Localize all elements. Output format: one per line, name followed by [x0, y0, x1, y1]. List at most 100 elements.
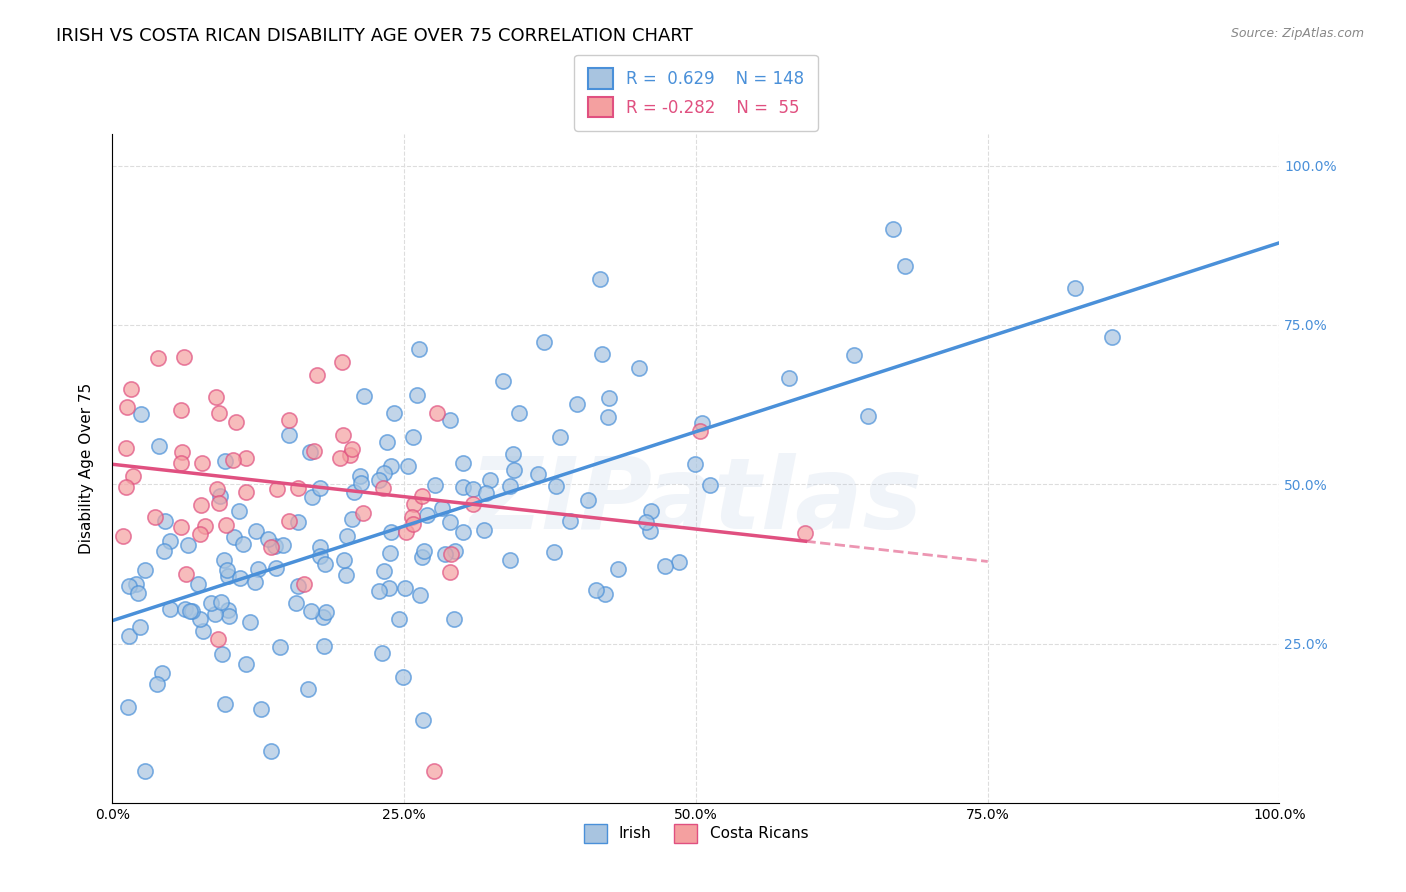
Point	[380, 458, 402, 473]
Point	[371, 481, 394, 495]
Point	[533, 334, 555, 349]
Point	[299, 604, 322, 618]
Point	[499, 479, 522, 493]
Point	[576, 493, 599, 508]
Point	[394, 581, 416, 595]
Point	[129, 407, 152, 421]
Point	[439, 515, 461, 529]
Point	[329, 450, 352, 465]
Point	[342, 511, 364, 525]
Point	[143, 509, 166, 524]
Point	[228, 571, 250, 585]
Point	[392, 670, 415, 684]
Point	[502, 447, 524, 461]
Point	[408, 588, 430, 602]
Point	[373, 565, 395, 579]
Y-axis label: Disability Age Over 75: Disability Age Over 75	[79, 383, 94, 554]
Point	[349, 468, 371, 483]
Point	[260, 540, 283, 554]
Point	[411, 549, 433, 564]
Point	[190, 456, 212, 470]
Point	[308, 540, 330, 554]
Point	[208, 406, 231, 420]
Point	[371, 646, 394, 660]
Point	[215, 518, 238, 533]
Point	[844, 348, 866, 362]
Point	[129, 620, 152, 634]
Point	[412, 713, 434, 727]
Point	[335, 567, 357, 582]
Point	[463, 482, 485, 496]
Point	[170, 520, 193, 534]
Point	[284, 596, 307, 610]
Point	[794, 525, 817, 540]
Point	[352, 506, 374, 520]
Point	[560, 514, 582, 528]
Point	[188, 527, 211, 541]
Point	[451, 524, 474, 539]
Point	[112, 529, 135, 543]
Point	[423, 477, 446, 491]
Point	[115, 480, 138, 494]
Point	[380, 525, 402, 540]
Point	[405, 387, 427, 401]
Point	[894, 259, 917, 273]
Point	[118, 629, 141, 643]
Point	[585, 583, 607, 598]
Point	[205, 390, 228, 404]
Point	[287, 515, 309, 529]
Point	[416, 508, 439, 523]
Point	[548, 430, 571, 444]
Point	[375, 434, 398, 449]
Point	[221, 453, 243, 467]
Point	[292, 577, 315, 591]
Legend: Irish, Costa Ricans: Irish, Costa Ricans	[578, 818, 814, 848]
Point	[591, 347, 613, 361]
Point	[174, 602, 197, 616]
Point	[433, 547, 456, 561]
Point	[260, 744, 283, 758]
Point	[778, 370, 800, 384]
Point	[159, 602, 181, 616]
Text: IRISH VS COSTA RICAN DISABILITY AGE OVER 75 CORRELATION CHART: IRISH VS COSTA RICAN DISABILITY AGE OVER…	[56, 27, 693, 45]
Point	[426, 406, 449, 420]
Point	[245, 524, 267, 538]
Point	[297, 682, 319, 697]
Point	[598, 391, 620, 405]
Point	[215, 563, 238, 577]
Point	[304, 444, 326, 458]
Point	[492, 374, 515, 388]
Text: ZIPatlas: ZIPatlas	[470, 453, 922, 550]
Point	[204, 607, 226, 622]
Point	[439, 566, 461, 580]
Point	[314, 557, 336, 571]
Point	[173, 350, 195, 364]
Point	[472, 524, 495, 538]
Point	[134, 764, 156, 778]
Point	[422, 764, 444, 778]
Point	[340, 442, 363, 457]
Point	[882, 222, 904, 236]
Point	[250, 702, 273, 716]
Point	[634, 515, 657, 529]
Point	[308, 549, 330, 563]
Point	[225, 415, 247, 429]
Point	[125, 577, 148, 591]
Point	[396, 459, 419, 474]
Point	[148, 439, 170, 453]
Point	[353, 389, 375, 403]
Point	[209, 595, 232, 609]
Point	[395, 524, 418, 539]
Point	[402, 517, 425, 532]
Point	[170, 445, 193, 459]
Point	[443, 612, 465, 626]
Point	[565, 397, 588, 411]
Point	[544, 479, 567, 493]
Point	[214, 698, 236, 712]
Point	[266, 483, 288, 497]
Point	[335, 528, 357, 542]
Point	[339, 448, 361, 462]
Point	[683, 458, 706, 472]
Point	[115, 441, 138, 455]
Point	[277, 428, 299, 442]
